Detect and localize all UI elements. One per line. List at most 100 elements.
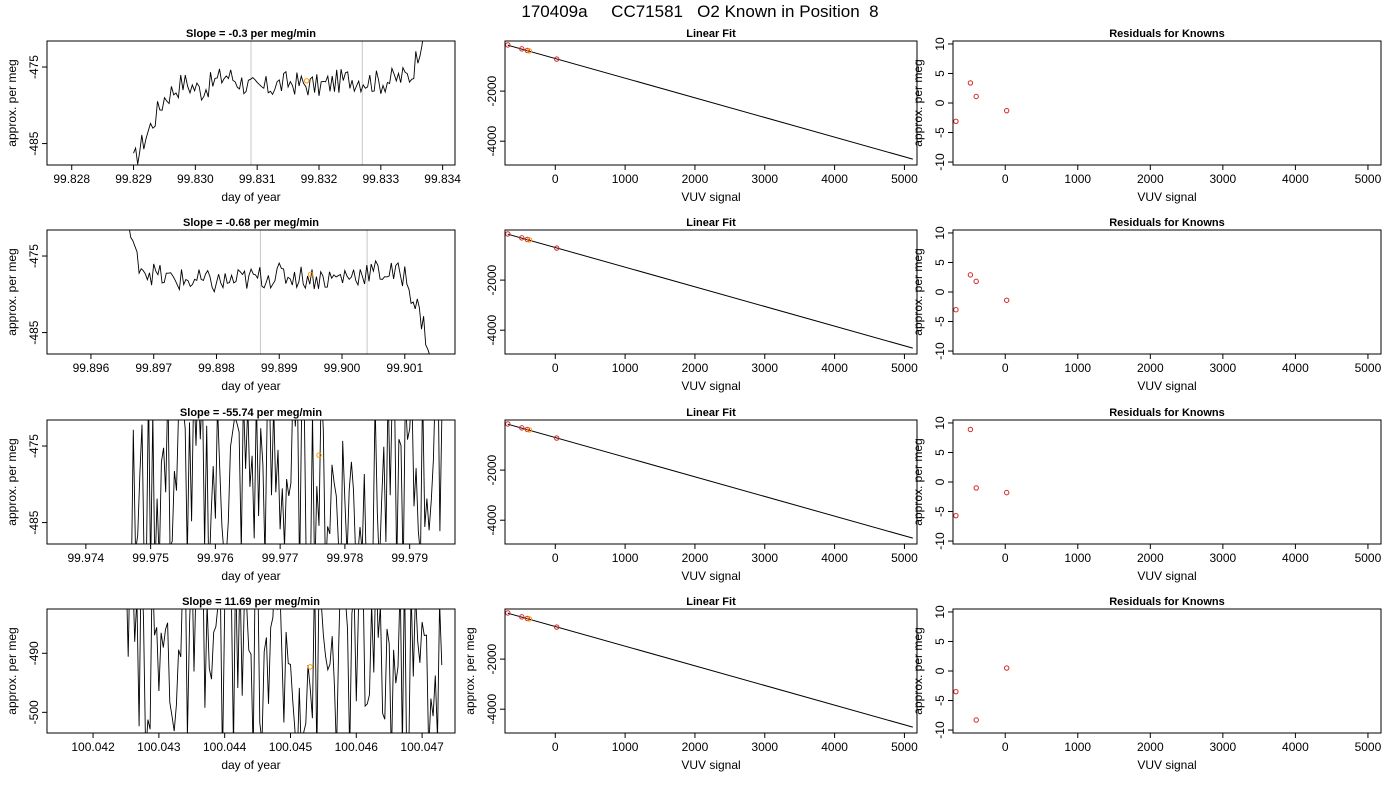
data-point	[505, 231, 511, 237]
data-point	[973, 485, 979, 491]
panel-title: Linear Fit	[686, 407, 736, 419]
y-tick-label: 0	[933, 99, 947, 106]
x-tick-label: 2000	[682, 740, 709, 754]
y-tick-label: -2000	[485, 454, 499, 485]
panel-3-1: 0 1000 2000 3000 4000 5000 -2000 -4000 Linear Fi…	[463, 596, 918, 772]
plot-area	[133, 41, 424, 165]
panel-2-0: 99.974 99.975 99.976 99.977 99.978 99.979 -475…	[5, 407, 456, 583]
data-point	[973, 717, 979, 723]
y-tick-label: -5	[933, 506, 947, 517]
y-axis-label: approx. per meg	[5, 248, 19, 335]
y-tick-label: -475	[27, 434, 41, 458]
x-tick-label: 1000	[1064, 740, 1091, 754]
x-tick-label: 4000	[1282, 740, 1309, 754]
x-tick-label: 5000	[1355, 172, 1382, 186]
panel-1-2: 0 1000 2000 3000 4000 5000 10 5 0 -5 -10 Residuals …	[911, 217, 1382, 393]
y-tick-label: 10	[933, 226, 947, 240]
x-tick-label: 5000	[891, 172, 918, 186]
y-axis-label: approx. per meg	[463, 627, 477, 714]
x-tick-label: 4000	[1282, 551, 1309, 565]
x-tick-label: 2000	[682, 551, 709, 565]
x-tick-label: 1000	[612, 172, 639, 186]
x-axis-label: day of year	[221, 379, 280, 393]
data-trace	[129, 230, 430, 354]
x-tick-label: 3000	[1210, 172, 1237, 186]
y-tick-label: -4000	[485, 505, 499, 536]
data-point	[519, 425, 525, 431]
data-point	[1003, 489, 1010, 496]
panel-title: Slope = 11.69 per meg/min	[182, 596, 320, 608]
y-tick-label: 5	[933, 449, 947, 456]
x-tick-label: 5000	[891, 740, 918, 754]
x-tick-label: 99.899	[261, 361, 298, 375]
x-axis-label: VUV signal	[681, 190, 740, 204]
panel-title: Slope = -0.3 per meg/min	[186, 28, 316, 40]
plot-area	[953, 80, 1010, 125]
x-axis-label: VUV signal	[681, 379, 740, 393]
x-axis-label: VUV signal	[1137, 379, 1196, 393]
x-tick-label: 3000	[751, 172, 778, 186]
data-point	[553, 245, 560, 251]
y-tick-label: -10	[933, 342, 947, 360]
data-point	[967, 80, 974, 86]
x-tick-label: 3000	[1210, 551, 1237, 565]
y-tick-label: -485	[27, 510, 41, 534]
x-tick-label: 100.042	[71, 740, 115, 754]
y-tick-label: -2000	[485, 75, 499, 106]
y-tick-label: 5	[933, 70, 947, 77]
highlight-point	[307, 271, 314, 278]
x-tick-label: 99.979	[391, 551, 428, 565]
panel-title: Residuals for Knowns	[1109, 28, 1225, 40]
x-tick-label: 3000	[751, 551, 778, 565]
data-point	[953, 688, 959, 695]
x-tick-label: 2000	[682, 172, 709, 186]
y-tick-label: -485	[27, 131, 41, 155]
data-point	[505, 610, 511, 616]
x-tick-label: 99.834	[424, 172, 461, 186]
x-tick-label: 2000	[1137, 551, 1164, 565]
plot-frame	[46, 608, 456, 734]
plot-area	[953, 272, 1010, 313]
y-axis-label: approx. per meg	[5, 438, 19, 525]
panel-title: Linear Fit	[686, 596, 736, 608]
y-tick-label: 10	[933, 416, 947, 430]
fit-line	[507, 44, 913, 160]
x-tick-label: 99.897	[135, 361, 172, 375]
panel-0-1: 0 1000 2000 3000 4000 5000 -2000 -4000 Linear Fi…	[485, 28, 918, 204]
y-tick-label: -490	[27, 641, 41, 665]
plot-area	[505, 42, 913, 160]
x-axis-label: VUV signal	[1137, 569, 1196, 583]
plot-frame	[504, 419, 918, 545]
x-tick-label: 99.974	[68, 551, 105, 565]
y-axis-label: approx. per meg	[911, 59, 925, 146]
x-tick-label: 0	[1002, 740, 1009, 754]
panel-1-1: 0 1000 2000 3000 4000 5000 -2000 -4000 Linear Fi…	[485, 217, 918, 393]
data-point	[1003, 107, 1010, 114]
x-tick-label: 100.044	[203, 740, 247, 754]
panel-title: Linear Fit	[686, 217, 736, 229]
data-point	[1003, 297, 1010, 303]
y-axis-label: approx. per meg	[5, 59, 19, 146]
data-point	[505, 42, 511, 48]
data-point	[967, 426, 974, 433]
x-tick-label: 99.975	[132, 551, 169, 565]
plot-frame	[952, 40, 1382, 166]
x-tick-label: 99.900	[324, 361, 361, 375]
data-point	[519, 614, 525, 620]
x-tick-label: 0	[1002, 172, 1009, 186]
highlight-point	[526, 427, 533, 433]
y-tick-label: 5	[933, 638, 947, 645]
panel-title: Linear Fit	[686, 28, 736, 40]
plot-frame	[46, 419, 456, 545]
y-tick-label: -4000	[485, 315, 499, 346]
x-tick-label: 2000	[682, 361, 709, 375]
y-tick-label: -10	[933, 532, 947, 550]
y-tick-label: -4000	[485, 694, 499, 725]
plot-area	[505, 231, 913, 349]
y-tick-label: -5	[933, 695, 947, 706]
plot-area	[953, 665, 1010, 723]
data-point	[973, 93, 979, 100]
x-axis-label: VUV signal	[1137, 190, 1196, 204]
plot-area	[953, 426, 1010, 519]
plot-frame	[46, 40, 456, 166]
